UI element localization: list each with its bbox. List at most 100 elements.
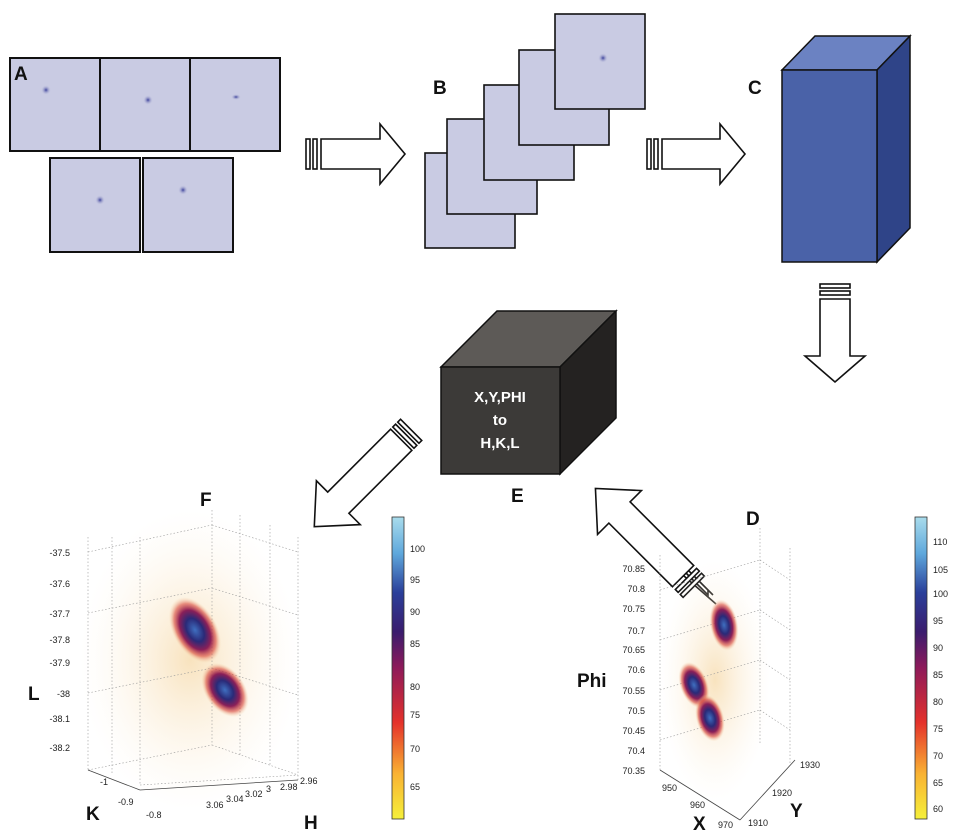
plot-grid [659,528,791,770]
phi-tick: 70.75 [622,604,645,614]
frame-image [142,157,234,253]
colorbar-tick: 100 [933,589,948,599]
h-tick: 3.04 [226,794,244,804]
x-tick: 960 [690,800,705,810]
frame-image [99,57,191,152]
panel-label-d: D [746,509,760,530]
y-tick: 1930 [800,760,820,770]
transform-line-1: X,Y,PHI [474,389,526,406]
frame-image [9,57,101,152]
frame-image [189,57,281,152]
l-ticks: -37.5 -37.6 -37.7 -37.8 -37.9 -38 -38.1 … [49,548,70,753]
colorbar-tick: 70 [410,744,420,754]
phi-tick: 70.4 [627,746,645,756]
colorbar-tick: 85 [933,670,943,680]
x-tick: 970 [718,820,733,830]
frame-spot [178,185,188,195]
l-tick: -37.7 [49,609,70,619]
phi-tick: 70.45 [622,726,645,736]
panel-b-stack [424,13,646,249]
k-tick: -0.9 [118,797,134,807]
plot-xyphi: D 70.85 70.8 70.75 70.7 70.65 70.6 70.55… [577,509,948,832]
intensity-haze [660,560,770,800]
arrow-a-to-b [305,121,407,187]
frame-spot [41,85,51,95]
panel-label-e: E [511,486,524,507]
phi-tick: 70.85 [622,564,645,574]
colorbar-tick: 65 [410,782,420,792]
colorbar-tick: 85 [410,639,420,649]
colorbar-tick: 90 [410,607,420,617]
k-tick: -1 [100,777,108,787]
transform-line-2: to [493,412,507,429]
panel-label-f: F [200,490,212,511]
colorbar-left [391,516,405,820]
y-tick: 1920 [772,788,792,798]
phi-tick: 70.35 [622,766,645,776]
peak-bottom [695,694,725,742]
colorbar-tick: 65 [933,778,943,788]
phi-tick: 70.65 [622,645,645,655]
phi-tick: 70.8 [627,584,645,594]
h-tick: 2.96 [300,776,318,786]
colorbar-tick: 100 [410,544,425,554]
colorbar-right-ticks: 110 105 100 95 90 85 80 75 70 65 60 [933,537,948,814]
colorbar-tick: 110 [933,537,947,547]
peak-upper [168,596,222,664]
plot-axes [659,759,796,821]
h-tick: 2.98 [280,782,298,792]
panel-label-c: C [748,78,762,99]
axis-title-y: Y [790,801,803,822]
axis-title-phi: Phi [577,671,607,692]
colorbar-tick: 105 [933,565,948,575]
phi-ticks: 70.85 70.8 70.75 70.7 70.65 70.6 70.55 7… [622,564,645,776]
arrow-b-to-c [646,121,747,187]
transform-line-3: H,K,L [480,435,519,452]
colorbar-tick: 80 [933,697,943,707]
h-tick: 3.06 [206,800,224,810]
colorbar-right [914,516,928,820]
peak-lower [201,662,249,718]
axis-title-l: L [28,684,40,705]
y-ticks: 1930 1920 1910 [748,760,820,828]
l-tick: -38.2 [49,743,70,753]
frame-image [49,157,141,253]
k-ticks: -1 -0.9 -0.8 [100,777,162,820]
axis-title-h: H [304,813,318,832]
l-tick: -38 [57,689,70,699]
panel-label-b: B [433,78,447,99]
colorbar-tick: 70 [933,751,943,761]
l-tick: -37.8 [49,635,70,645]
l-tick: -37.6 [49,579,70,589]
panel-c-volume [780,34,912,264]
colorbar-tick: 60 [933,804,943,814]
k-tick: -0.8 [146,810,162,820]
plot-axes [87,769,299,791]
transform-front-face [440,366,561,475]
panel-e-transform [439,309,618,476]
colorbar-tick: 95 [933,616,943,626]
colorbar-tick: 80 [410,682,420,692]
volume-front-face [781,69,878,263]
intensity-haze [80,510,300,810]
panel-label-a: A [14,64,28,85]
h-tick: 3.02 [245,789,263,799]
h-tick: 3 [266,784,271,794]
arrow-c-to-d [802,283,868,384]
colorbar-tick: 90 [933,643,943,653]
frame-spot [143,95,153,105]
colorbar-tick: 75 [410,710,420,720]
h-ticks: 3.06 3.04 3.02 3 2.98 2.96 [206,776,318,810]
frame-spot [231,94,241,100]
peak-top [709,599,739,651]
colorbar-tick: 75 [933,724,943,734]
colorbar-left-ticks: 100 95 90 85 80 75 70 65 [410,544,425,792]
l-tick: -37.9 [49,658,70,668]
arrow-e-to-f [313,418,423,528]
phi-tick: 70.55 [622,686,645,696]
axis-title-k: K [86,804,100,825]
x-tick: 950 [662,783,677,793]
phi-tick: 70.7 [627,626,645,636]
panel-a-frames: A [9,57,281,253]
